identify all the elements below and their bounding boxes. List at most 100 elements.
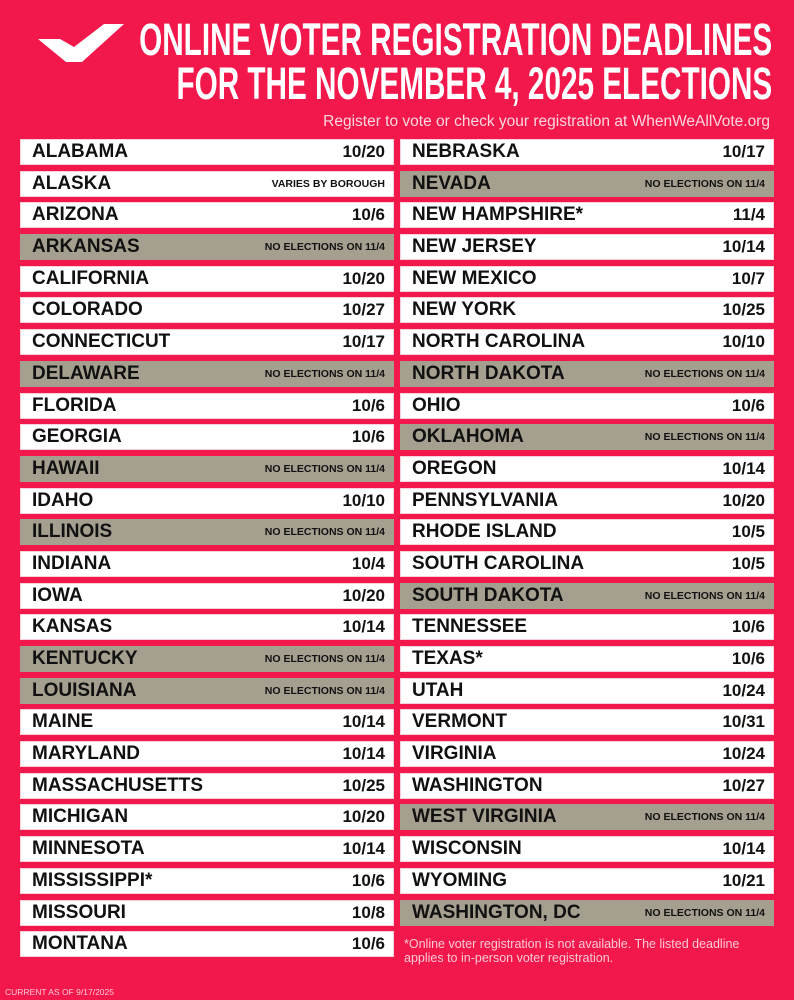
state-name: NEBRASKA bbox=[412, 141, 520, 162]
registration-deadline: 10/6 bbox=[351, 870, 385, 890]
state-row: IOWA 10/20 bbox=[20, 582, 394, 609]
registration-deadline: 10/27 bbox=[342, 300, 385, 320]
state-name: TEXAS* bbox=[412, 648, 483, 669]
registration-deadline: 10/6 bbox=[731, 617, 765, 637]
registration-deadline: NO ELECTIONS ON 11/4 bbox=[644, 367, 765, 380]
state-name: HAWAII bbox=[32, 457, 100, 479]
state-name: MAINE bbox=[32, 711, 94, 733]
state-name: MICHIGAN bbox=[32, 806, 129, 828]
registration-deadline: 10/14 bbox=[722, 839, 765, 859]
state-row: NEW MEXICO 10/7 bbox=[400, 265, 774, 292]
state-name: MISSOURI bbox=[32, 901, 126, 923]
registration-deadline: 10/14 bbox=[342, 712, 385, 732]
state-name: NEVADA bbox=[412, 172, 491, 194]
title-line-2: FOR THE NOVEMBER 4, 2025 ELECTIONS bbox=[176, 58, 773, 109]
state-row: OHIO 10/6 bbox=[400, 392, 774, 419]
state-name: CALIFORNIA bbox=[32, 267, 150, 289]
registration-deadline: 10/24 bbox=[722, 680, 765, 700]
registration-deadline: 10/10 bbox=[722, 332, 765, 352]
state-name: PENNSYLVANIA bbox=[412, 489, 559, 511]
registration-deadline: NO ELECTIONS ON 11/4 bbox=[264, 684, 385, 697]
registration-deadline: 10/21 bbox=[722, 870, 765, 890]
registration-deadline: 10/14 bbox=[342, 744, 385, 764]
state-name: ALABAMA bbox=[32, 141, 129, 162]
registration-deadline: NO ELECTIONS ON 11/4 bbox=[264, 526, 385, 539]
state-name: NORTH DAKOTA bbox=[412, 362, 565, 384]
state-name: COLORADO bbox=[32, 299, 143, 321]
registration-deadline: 10/8 bbox=[351, 902, 385, 922]
registration-deadline: VARIES BY BOROUGH bbox=[271, 177, 385, 190]
registration-deadline: NO ELECTIONS ON 11/4 bbox=[644, 906, 765, 919]
state-row: OREGON 10/14 bbox=[400, 455, 774, 482]
state-name: MISSISSIPPI* bbox=[32, 869, 153, 891]
registration-deadline: 10/20 bbox=[722, 490, 765, 510]
state-name: NEW YORK bbox=[412, 299, 517, 321]
registration-deadline: NO ELECTIONS ON 11/4 bbox=[264, 653, 385, 665]
registration-deadline: 10/6 bbox=[351, 427, 385, 447]
state-row: ALABAMA 10/20 bbox=[20, 139, 394, 165]
registration-deadline: 10/5 bbox=[731, 522, 765, 542]
state-name: KANSAS bbox=[32, 616, 113, 638]
registration-deadline: NO ELECTIONS ON 11/4 bbox=[644, 177, 765, 190]
state-row: CONNECTICUT 10/17 bbox=[20, 329, 394, 356]
state-row: SOUTH CAROLINA 10/5 bbox=[400, 550, 774, 577]
state-row: HAWAII NO ELECTIONS ON 11/4 bbox=[20, 455, 394, 482]
registration-deadline: NO ELECTIONS ON 11/4 bbox=[644, 589, 765, 602]
state-row: GEORGIA 10/6 bbox=[20, 424, 394, 451]
state-name: WYOMING bbox=[412, 869, 507, 891]
state-row: NEW YORK 10/25 bbox=[400, 297, 774, 324]
state-name: KENTUCKY bbox=[32, 648, 138, 669]
registration-deadline: NO ELECTIONS ON 11/4 bbox=[264, 367, 385, 380]
state-name: OHIO bbox=[412, 394, 461, 416]
state-row: ARIZONA 10/6 bbox=[20, 202, 394, 229]
state-name: WEST VIRGINIA bbox=[412, 806, 557, 828]
registration-deadline: 10/6 bbox=[351, 934, 385, 954]
registration-deadline: 10/17 bbox=[342, 332, 385, 352]
registration-deadline: 10/14 bbox=[722, 237, 765, 257]
registration-deadline: NO ELECTIONS ON 11/4 bbox=[264, 462, 385, 475]
state-row: OKLAHOMA NO ELECTIONS ON 11/4 bbox=[400, 424, 774, 451]
state-name: IOWA bbox=[32, 584, 83, 606]
registration-deadline: 10/20 bbox=[342, 142, 385, 161]
registration-deadline: 10/25 bbox=[722, 300, 765, 320]
state-row: WISCONSIN 10/14 bbox=[400, 836, 774, 863]
state-row: MISSOURI 10/8 bbox=[20, 899, 394, 926]
registration-deadline: 10/7 bbox=[731, 268, 765, 288]
state-name: ILLINOIS bbox=[32, 521, 113, 543]
state-row: MAINE 10/14 bbox=[20, 709, 394, 736]
registration-deadline: 10/20 bbox=[342, 268, 385, 288]
state-name: SOUTH CAROLINA bbox=[412, 552, 585, 574]
registration-deadline: 10/5 bbox=[731, 553, 765, 573]
registration-deadline: NO ELECTIONS ON 11/4 bbox=[644, 431, 765, 444]
state-row: ALASKA VARIES BY BOROUGH bbox=[20, 170, 394, 197]
state-name: DELAWARE bbox=[32, 362, 140, 384]
current-as-of: CURRENT AS OF 9/17/2025 bbox=[5, 987, 114, 997]
state-name: TENNESSEE bbox=[412, 616, 528, 638]
registration-deadline: 10/6 bbox=[731, 649, 765, 668]
state-row: MICHIGAN 10/20 bbox=[20, 804, 394, 831]
registration-deadline: 10/24 bbox=[722, 744, 765, 764]
registration-deadline: 10/14 bbox=[722, 458, 765, 478]
state-row: MONTANA 10/6 bbox=[20, 931, 394, 958]
state-name: WISCONSIN bbox=[412, 838, 522, 860]
footnote: *Online voter registration is not availa… bbox=[404, 937, 740, 965]
state-row: IDAHO 10/10 bbox=[20, 487, 394, 514]
state-row: MASSACHUSETTS 10/25 bbox=[20, 772, 394, 799]
state-name: OKLAHOMA bbox=[412, 426, 524, 448]
registration-deadline: 10/4 bbox=[351, 553, 385, 573]
registration-deadline: 10/25 bbox=[342, 775, 385, 795]
state-row: TEXAS* 10/6 bbox=[400, 646, 774, 672]
state-name: ARIZONA bbox=[32, 204, 119, 226]
state-row: ARKANSAS NO ELECTIONS ON 11/4 bbox=[20, 234, 394, 261]
state-name: SOUTH DAKOTA bbox=[412, 584, 564, 606]
state-name: WASHINGTON, DC bbox=[412, 901, 581, 923]
registration-deadline: 10/10 bbox=[342, 490, 385, 510]
state-name: NEW JERSEY bbox=[412, 236, 537, 258]
state-row: CALIFORNIA 10/20 bbox=[20, 265, 394, 292]
state-row: RHODE ISLAND 10/5 bbox=[400, 519, 774, 546]
registration-deadline: 10/6 bbox=[351, 205, 385, 225]
state-name: VERMONT bbox=[412, 711, 507, 733]
state-name: MASSACHUSETTS bbox=[32, 774, 204, 796]
registration-deadline: 10/27 bbox=[722, 775, 765, 795]
registration-deadline: 10/31 bbox=[722, 712, 765, 732]
